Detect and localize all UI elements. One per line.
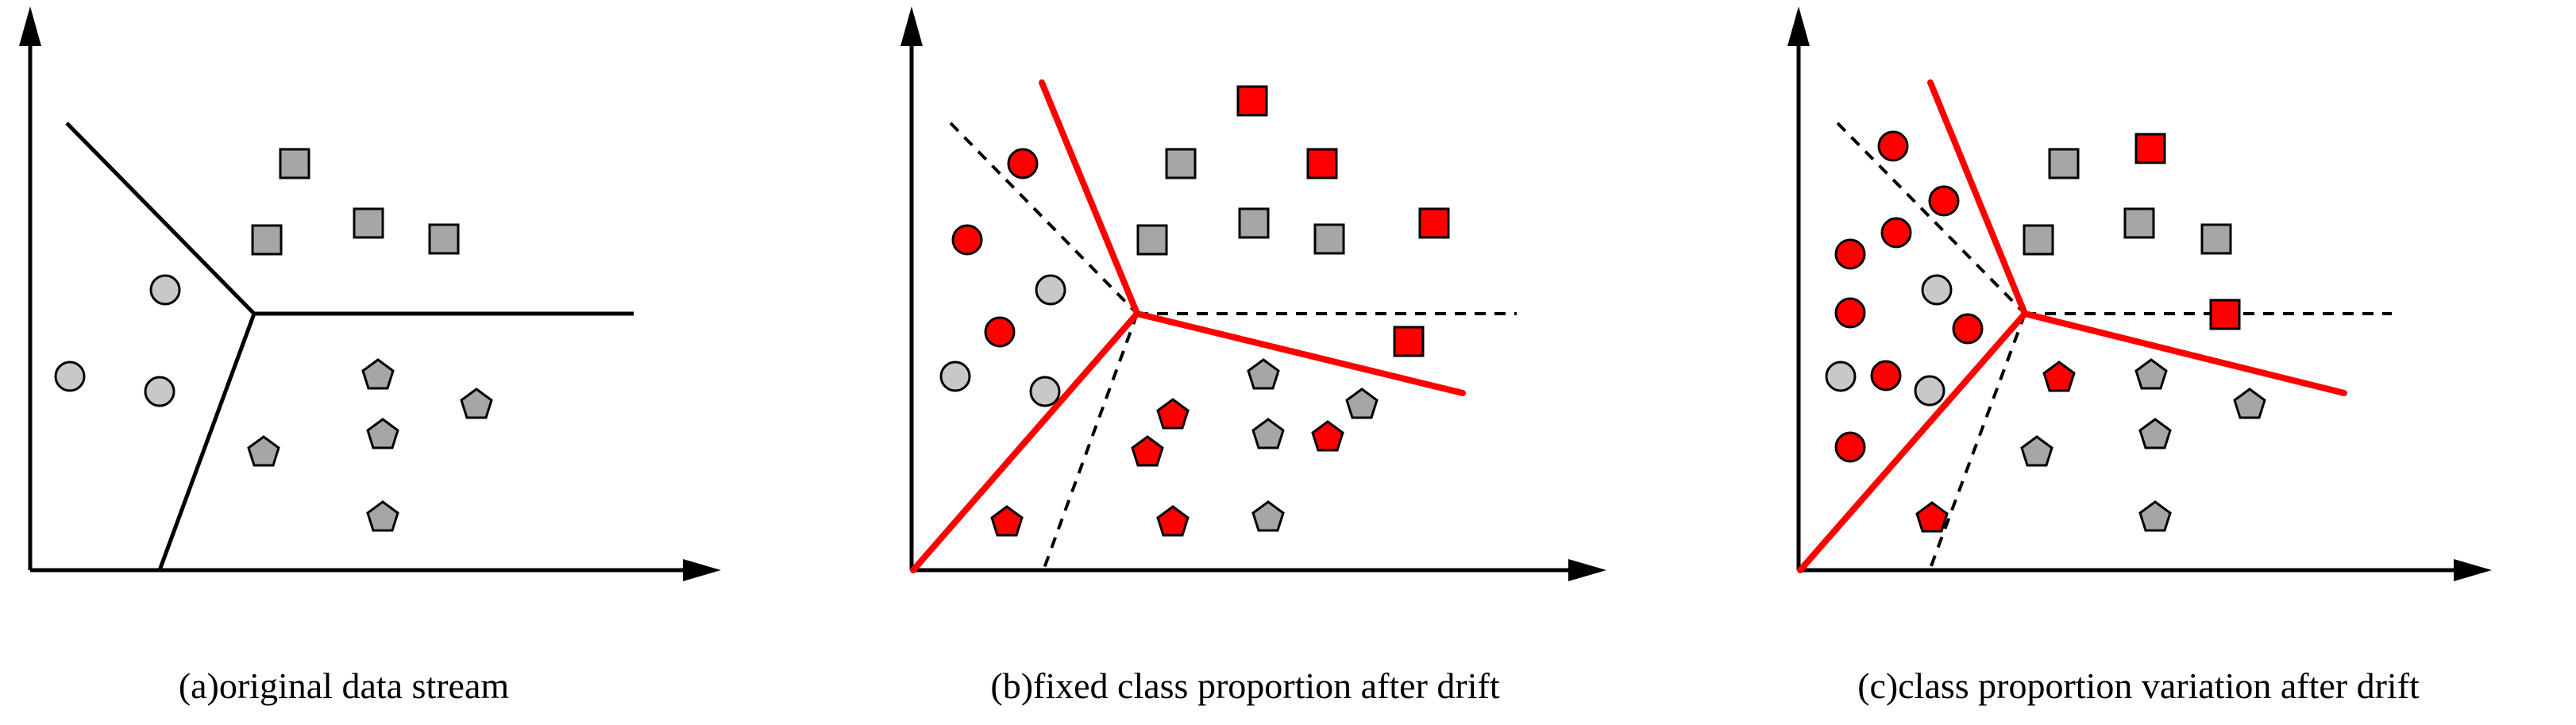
y-axis-arrowhead — [1787, 6, 1810, 46]
circle-point — [1029, 376, 1061, 407]
decision-boundary-red-solid — [1797, 79, 2347, 573]
circle-point-red — [1007, 148, 1039, 179]
y-axis-arrowhead — [19, 6, 41, 46]
pentagon-point-red — [990, 505, 1024, 537]
square-point-red — [1306, 148, 1338, 179]
pentagon-point — [1251, 500, 1285, 532]
pentagon-point — [1345, 388, 1379, 419]
circle-point-red — [1834, 238, 1866, 270]
panel-c: (c)class proportion variation after drif… — [1787, 6, 2492, 706]
pentagons — [1915, 358, 2266, 533]
circle-point — [939, 361, 971, 392]
pentagon-point — [366, 418, 399, 449]
decision-boundary-red-solid — [910, 79, 1466, 573]
x-axis-arrowhead — [683, 559, 721, 581]
square-point — [1313, 223, 1345, 255]
pentagon-point — [1251, 418, 1285, 449]
square-point-red — [2209, 299, 2241, 330]
pentagon-point — [2134, 358, 2168, 390]
circle-point-red — [1877, 130, 1909, 162]
square-point — [1165, 148, 1197, 179]
squares — [1136, 85, 1450, 357]
circle-point-red — [1928, 185, 1960, 217]
circle-point — [54, 361, 86, 392]
square-point — [279, 148, 310, 179]
circle-point-red — [951, 224, 983, 256]
square-point-red — [1418, 207, 1450, 239]
x-axis-arrowhead — [2454, 559, 2492, 581]
caption-b: (b)fixed class proportion after drift — [990, 665, 1499, 706]
y-axis-arrowhead — [900, 6, 923, 46]
caption-a: (a)original data stream — [179, 665, 510, 706]
pentagons — [247, 358, 493, 532]
pentagon-point-red — [1915, 501, 1949, 533]
axes — [19, 6, 721, 581]
decision-boundary-black-dashed — [1836, 121, 2392, 571]
square-point — [2023, 224, 2054, 256]
pentagon-point — [361, 358, 395, 390]
pentagon-point — [2138, 500, 2172, 532]
square-point-red — [1393, 326, 1425, 357]
square-point — [2048, 148, 2080, 179]
circle-point — [149, 274, 181, 306]
square-point — [2123, 207, 2155, 239]
pentagon-point-red — [1156, 505, 1190, 537]
squares — [2023, 133, 2241, 330]
square-point — [251, 224, 283, 256]
circle-point-red — [1880, 217, 1912, 249]
circle-point — [1914, 375, 1945, 407]
square-point — [1136, 224, 1168, 256]
circles — [1825, 130, 1984, 463]
pentagon-point — [366, 500, 399, 532]
square-point — [2200, 223, 2232, 255]
circle-point — [1921, 274, 1953, 306]
circle-point-red — [984, 316, 1016, 348]
square-point-red — [1236, 85, 1268, 117]
pentagon-point — [460, 388, 493, 419]
pentagon-point-red — [1156, 398, 1190, 430]
circles — [939, 148, 1066, 407]
decision-boundary-black-dashed — [949, 121, 1517, 571]
circle-point — [144, 376, 175, 407]
circle-point-red — [1834, 297, 1866, 329]
circle-point — [1825, 361, 1857, 392]
caption-c: (c)class proportion variation after drif… — [1857, 665, 2420, 706]
square-point — [353, 207, 384, 239]
square-point — [428, 223, 460, 255]
circle-point — [1035, 274, 1066, 306]
pentagon-point — [247, 435, 280, 467]
pentagon-point-red — [1131, 435, 1164, 467]
pentagons — [990, 358, 1379, 537]
circle-point-red — [1834, 431, 1866, 463]
pentagon-point — [1247, 358, 1280, 390]
circles — [54, 274, 181, 407]
pentagon-point — [2020, 435, 2053, 467]
square-point — [1238, 207, 1270, 239]
decision-boundary-black-solid — [65, 121, 634, 571]
pentagon-point — [2233, 388, 2266, 419]
panel-b: (b)fixed class proportion after drift — [900, 6, 1606, 706]
axes — [1787, 6, 2492, 581]
circle-point-red — [1870, 360, 1902, 391]
axes — [900, 6, 1606, 581]
pentagon-point-red — [2042, 361, 2076, 392]
squares — [251, 148, 460, 256]
circle-point-red — [1952, 313, 1984, 345]
pentagon-point-red — [1311, 420, 1344, 452]
x-axis-arrowhead — [1568, 559, 1606, 581]
panel-a: (a)original data stream — [19, 6, 721, 706]
square-point-red — [2134, 133, 2166, 164]
pentagon-point — [2138, 418, 2172, 449]
